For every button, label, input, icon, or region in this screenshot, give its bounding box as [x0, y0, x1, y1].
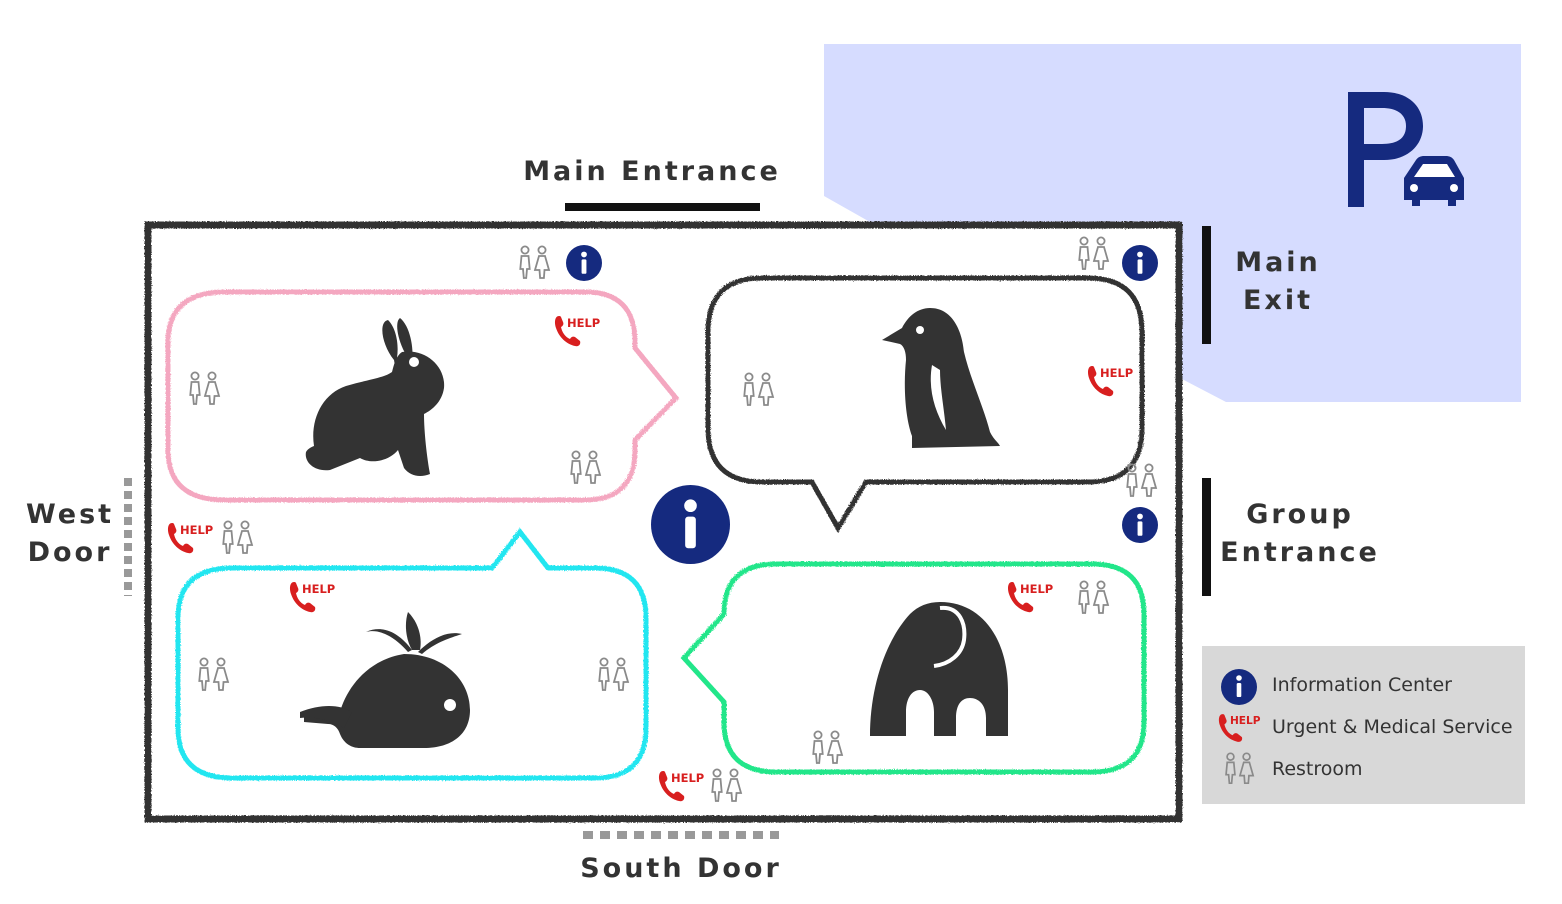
penguin-icon [882, 308, 1000, 448]
legend-label: Restroom [1272, 758, 1363, 780]
restroom-icon [1225, 752, 1255, 785]
help-phone-icon [1008, 582, 1054, 613]
restroom-icon [189, 371, 220, 405]
restroom-icon [711, 768, 742, 802]
info-icon [566, 245, 602, 281]
legend-label: Information Center [1272, 674, 1452, 696]
help-phone-icon [555, 316, 601, 347]
legend-item-information-center: Information Center [1202, 668, 1525, 705]
group-entrance-gate [1202, 478, 1211, 596]
legend-item-urgent-medical: HELP Urgent & Medical Service [1202, 710, 1525, 746]
help-phone-icon: HELP [1218, 714, 1261, 742]
main-exit-label-line1: Main [1235, 247, 1321, 278]
restroom-icon [198, 657, 229, 691]
restroom-icon [812, 730, 843, 764]
restroom-icon [519, 245, 550, 279]
legend-item-restroom: Restroom [1202, 752, 1525, 788]
rabbit-zone [165, 289, 680, 503]
restroom-icon [1078, 236, 1109, 270]
help-phone-icon [290, 582, 336, 613]
main-entrance-label: Main Entrance [523, 156, 781, 187]
elephant-zone [680, 561, 1147, 775]
west-door-label-line2: Door [27, 537, 113, 568]
west-door-label: West Door [22, 496, 118, 572]
help-phone-icon [168, 523, 214, 554]
help-phone-icon [659, 771, 705, 802]
legend-label: Urgent & Medical Service [1272, 716, 1513, 738]
info-icon [1122, 507, 1158, 543]
whale-icon [300, 612, 470, 748]
help-phone-icon [1088, 366, 1134, 397]
map-legend: Information Center HELP Urgent & Medical… [1202, 646, 1525, 804]
penguin-zone [705, 275, 1145, 533]
main-entrance-gate [565, 203, 760, 211]
parking-sign-icon [1348, 92, 1464, 207]
svg-text:HELP: HELP [1230, 715, 1261, 727]
main-exit-label-line2: Exit [1242, 285, 1314, 316]
info-icon [1221, 669, 1257, 705]
elephant-icon [870, 602, 1008, 736]
whale-zone [175, 527, 649, 781]
restroom-icon [570, 450, 601, 484]
main-exit-label: Main Exit [1222, 244, 1334, 320]
restroom-icon [598, 657, 629, 691]
restroom-icon [1126, 463, 1157, 497]
restroom-icon [1078, 580, 1109, 614]
info-icon [651, 485, 730, 564]
south-door-label: South Door [580, 853, 782, 884]
rabbit-icon [305, 318, 445, 476]
parking-area [824, 44, 1521, 402]
group-entrance-label-line2: Entrance [1220, 537, 1380, 568]
group-entrance-label-line1: Group [1246, 499, 1354, 530]
zoo-boundary [144, 221, 1183, 823]
main-exit-gate [1202, 226, 1211, 344]
restroom-icon [222, 520, 253, 554]
restroom-icon [743, 372, 774, 406]
west-door-label-line1: West [25, 499, 115, 530]
info-icon [1122, 245, 1158, 281]
group-entrance-label: Group Entrance [1220, 496, 1380, 572]
